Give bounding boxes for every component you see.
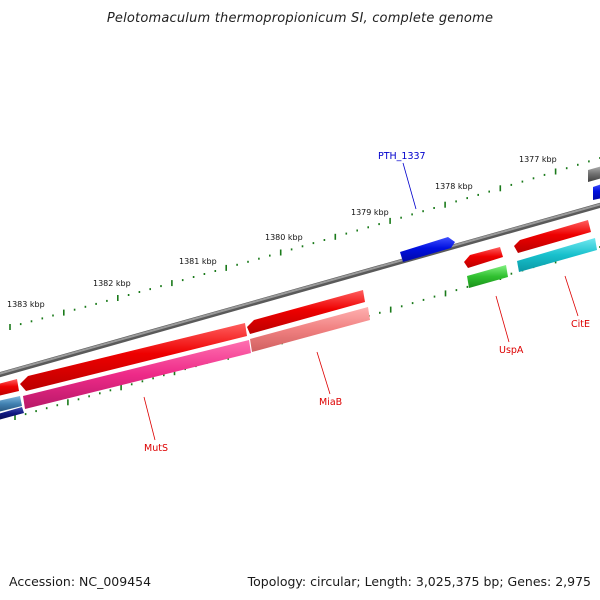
gene-label-muts[interactable]: MutS (144, 443, 168, 454)
scale-label-1377: 1377 kbp (519, 155, 557, 164)
gene-feature-pth1337[interactable] (400, 237, 455, 262)
scale-label-1378: 1378 kbp (435, 182, 473, 191)
gene-feature-steel-left[interactable] (0, 396, 22, 412)
connector-pth1337 (402, 162, 417, 210)
scale-label-1379: 1379 kbp (351, 208, 389, 217)
gene-feature-gray-top[interactable] (588, 166, 600, 182)
gene-feature-usp-green[interactable] (467, 265, 508, 288)
accession-text: Accession: NC_009454 (9, 574, 151, 589)
connector-miab (316, 351, 331, 395)
gene-feature-blue-top[interactable] (593, 184, 600, 200)
gene-feature-cite-cyan[interactable] (517, 238, 597, 272)
scale-label-1382: 1382 kbp (93, 279, 131, 288)
label-connectors (143, 162, 579, 441)
gene-label-pth1337[interactable]: PTH_1337 (378, 151, 426, 162)
scale-label-1383: 1383 kbp (7, 300, 45, 309)
gene-features (0, 166, 600, 420)
gene-feature-miab-red[interactable] (247, 290, 365, 334)
scale-label-1381: 1381 kbp (179, 257, 217, 266)
gene-feature-red-left[interactable] (0, 379, 19, 396)
map-title: Pelotomaculum thermopropionicum SI, comp… (107, 11, 493, 26)
connector-cite (564, 275, 579, 317)
gene-label-cite[interactable]: CitE (571, 319, 590, 330)
scale-label-1380: 1380 kbp (265, 233, 303, 242)
gene-feature-usp-red[interactable] (464, 247, 503, 268)
gene-label-miab[interactable]: MiaB (319, 397, 342, 408)
gene-feature-navy-left[interactable] (0, 407, 24, 420)
topology-text: Topology: circular; Length: 3,025,375 bp… (247, 574, 591, 589)
gene-feature-miab-salmon[interactable] (250, 307, 370, 352)
outer-scale-ring (9, 157, 600, 330)
scale-labels: 1377 kbp 1378 kbp 1379 kbp 1380 kbp 1381… (7, 155, 557, 309)
gene-feature-muts-pink[interactable] (23, 340, 251, 409)
gene-label-uspa[interactable]: UspA (499, 345, 524, 356)
gene-feature-muts-red[interactable] (20, 323, 247, 391)
gene-labels: PTH_1337 UspA CitE MiaB MutS (144, 151, 590, 454)
gene-feature-cite-red[interactable] (514, 220, 591, 253)
connector-usp (495, 295, 510, 343)
connector-muts (143, 396, 156, 441)
genome-backbone-highlight (0, 203, 600, 375)
